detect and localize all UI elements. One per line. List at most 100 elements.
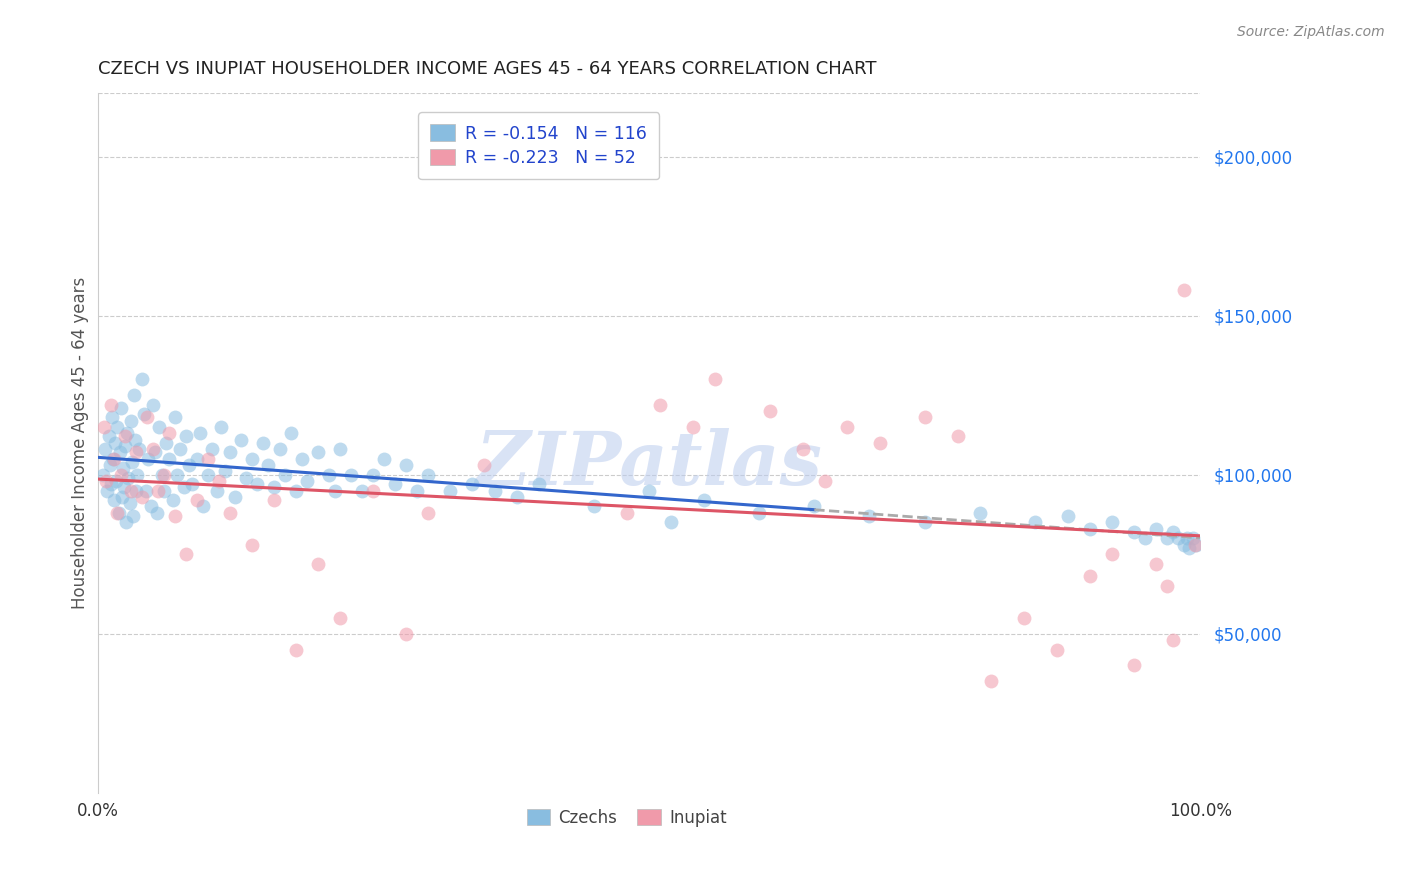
Point [638, 483, 661, 498]
Point [193, 500, 215, 514]
Point [112, 480, 135, 494]
Point [269, 442, 291, 457]
Point [103, 451, 125, 466]
Point [100, 477, 122, 491]
Point [103, 493, 125, 508]
Point [111, 490, 134, 504]
Text: CZECH VS INUPIAT HOUSEHOLDER INCOME AGES 45 - 64 YEARS CORRELATION CHART: CZECH VS INUPIAT HOUSEHOLDER INCOME AGES… [97, 60, 876, 78]
Point [814, 474, 837, 488]
Point [114, 429, 136, 443]
Point [94, 442, 117, 457]
Point [107, 506, 129, 520]
Point [858, 508, 880, 523]
Point [1057, 508, 1080, 523]
Point [214, 465, 236, 479]
Point [980, 674, 1002, 689]
Point [150, 467, 173, 482]
Point [132, 407, 155, 421]
Point [361, 467, 384, 482]
Point [704, 372, 727, 386]
Point [229, 433, 252, 447]
Point [395, 626, 418, 640]
Point [163, 508, 186, 523]
Point [104, 435, 127, 450]
Point [682, 420, 704, 434]
Point [307, 557, 329, 571]
Point [361, 483, 384, 498]
Point [246, 477, 269, 491]
Point [648, 398, 671, 412]
Point [1144, 522, 1167, 536]
Point [101, 410, 124, 425]
Point [120, 414, 142, 428]
Point [201, 442, 224, 457]
Text: Source: ZipAtlas.com: Source: ZipAtlas.com [1237, 25, 1385, 39]
Legend: Czechs, Inupiat: Czechs, Inupiat [520, 802, 734, 833]
Point [117, 471, 139, 485]
Point [461, 477, 484, 491]
Point [748, 506, 770, 520]
Point [148, 483, 170, 498]
Point [127, 467, 149, 482]
Point [107, 506, 129, 520]
Point [274, 467, 297, 482]
Point [869, 435, 891, 450]
Point [1144, 557, 1167, 571]
Point [163, 410, 186, 425]
Point [340, 467, 363, 482]
Point [323, 483, 346, 498]
Point [1173, 538, 1195, 552]
Point [155, 435, 177, 450]
Point [1024, 516, 1046, 530]
Point [188, 426, 211, 441]
Point [125, 445, 148, 459]
Point [1156, 531, 1178, 545]
Point [128, 442, 150, 457]
Point [97, 429, 120, 443]
Point [290, 451, 312, 466]
Point [659, 516, 682, 530]
Point [285, 642, 308, 657]
Point [395, 458, 418, 472]
Point [257, 458, 280, 472]
Point [148, 420, 170, 434]
Point [329, 611, 352, 625]
Point [1046, 642, 1069, 657]
Point [209, 420, 232, 434]
Point [252, 435, 274, 450]
Point [240, 451, 263, 466]
Point [1101, 547, 1123, 561]
Point [1185, 538, 1208, 552]
Point [1167, 531, 1189, 545]
Point [285, 483, 308, 498]
Point [484, 483, 506, 498]
Point [122, 388, 145, 402]
Point [373, 451, 395, 466]
Point [96, 483, 118, 498]
Text: ZIPatlas: ZIPatlas [475, 427, 823, 500]
Point [1161, 633, 1184, 648]
Point [98, 458, 121, 472]
Point [1123, 658, 1146, 673]
Point [1078, 522, 1101, 536]
Point [439, 483, 461, 498]
Point [418, 467, 440, 482]
Point [792, 442, 814, 457]
Point [115, 516, 138, 530]
Point [136, 451, 159, 466]
Point [174, 429, 197, 443]
Point [406, 483, 429, 498]
Point [110, 401, 132, 415]
Point [131, 490, 153, 504]
Point [219, 506, 242, 520]
Point [384, 477, 406, 491]
Point [174, 547, 197, 561]
Point [181, 477, 204, 491]
Point [352, 483, 374, 498]
Point [472, 458, 495, 472]
Point [96, 474, 118, 488]
Point [1133, 531, 1156, 545]
Point [914, 516, 936, 530]
Point [197, 467, 219, 482]
Point [318, 467, 340, 482]
